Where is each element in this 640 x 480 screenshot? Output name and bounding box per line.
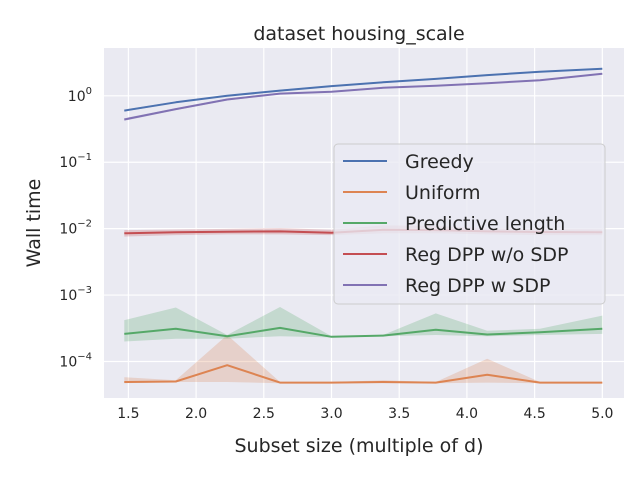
series-line	[124, 326, 603, 338]
series-line	[124, 72, 603, 121]
legend-label: Predictive length	[405, 213, 565, 235]
x-tick-label: 3.0	[320, 406, 342, 422]
x-tick-label: 4.5	[523, 406, 545, 422]
legend: Greedy Uniform Predictive length Reg DPP w/…	[333, 143, 606, 305]
x-tick-label: 3.5	[388, 406, 410, 422]
legend-label: Reg DPP w/o SDP	[405, 244, 568, 266]
legend-label: Greedy	[405, 151, 474, 173]
legend-label: Uniform	[405, 182, 481, 204]
x-tick-label: 1.5	[117, 406, 139, 422]
x-axis-ticks: 1.5 2.0 2.5 3.0 3.5 4.0 4.5 5.0	[117, 406, 613, 422]
x-axis-label: Subset size (multiple of d)	[235, 435, 484, 457]
series-line	[124, 67, 603, 112]
y-tick-label: 10−2	[59, 219, 92, 238]
series-line	[124, 364, 603, 384]
y-tick-label: 10−4	[59, 351, 92, 370]
legend-label: Reg DPP w SDP	[405, 275, 550, 297]
y-tick-label: 10−1	[59, 152, 92, 171]
y-axis-label: Wall time	[23, 179, 45, 268]
chart-title: dataset housing_scale	[253, 23, 464, 45]
y-tick-label: 10−3	[59, 285, 92, 304]
legend-box	[333, 143, 606, 305]
y-axis-ticks: 100 10−1 10−2 10−3 10−4	[59, 86, 92, 371]
x-tick-label: 2.0	[185, 406, 207, 422]
y-tick-label: 100	[68, 86, 92, 105]
x-tick-label: 4.0	[456, 406, 478, 422]
x-tick-label: 5.0	[591, 406, 613, 422]
x-tick-label: 2.5	[253, 406, 275, 422]
